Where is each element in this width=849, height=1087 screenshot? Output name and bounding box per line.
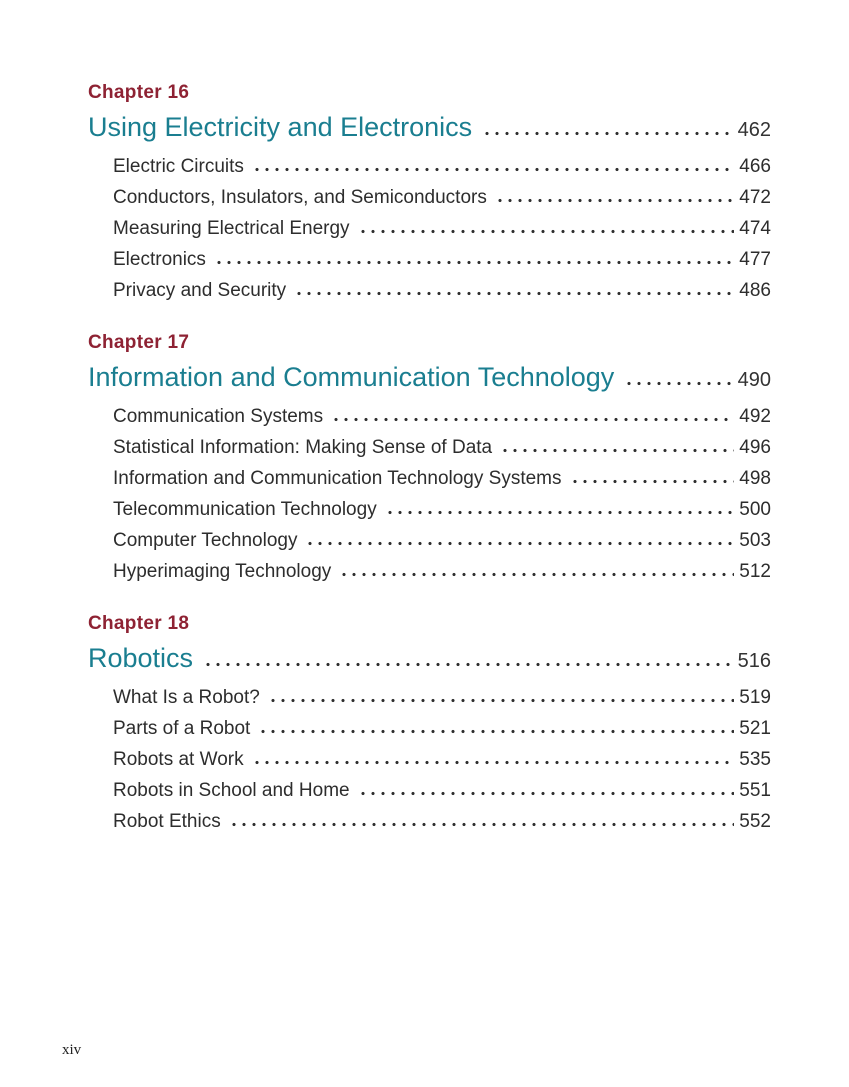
section-title: Statistical Information: Making Sense of… [113,437,493,458]
section-page-number: 477 [739,249,771,270]
dot-leader [258,729,735,734]
section-row: Robots at Work 535 [113,748,771,771]
chapter-title-row: Robotics 516 [88,642,771,674]
section-title: Robots at Work [113,749,244,770]
section-title: Parts of a Robot [113,718,251,739]
dot-leader [228,822,735,827]
section-row: Statistical Information: Making Sense of… [113,436,771,459]
chapter-block-17: Chapter 17 Information and Communication… [88,332,771,583]
dot-leader [331,417,735,422]
chapter-block-16: Chapter 16 Using Electricity and Electro… [88,82,771,302]
chapter-label: Chapter 16 [88,82,190,103]
section-page-number: 519 [739,687,771,708]
dot-leader [251,760,735,765]
section-page-number: 551 [739,780,771,801]
dot-leader [482,131,732,136]
dot-leader [357,791,735,796]
section-row: Parts of a Robot 521 [113,717,771,740]
section-row: Robots in School and Home 551 [113,779,771,802]
chapter-label: Chapter 17 [88,332,190,353]
chapter-title: Information and Communication Technology [88,362,615,392]
section-list: Electric Circuits 466 Conductors, Insula… [88,155,771,302]
section-list: Communication Systems 492 Statistical In… [88,405,771,583]
section-page-number: 498 [739,468,771,489]
section-page-number: 492 [739,406,771,427]
section-title: Telecommunication Technology [113,499,377,520]
chapter-title: Robotics [88,643,194,673]
section-title: Electronics [113,249,206,270]
dot-leader [357,229,735,234]
section-title: Conductors, Insulators, and Semiconducto… [113,187,487,208]
chapter-page-number: 462 [737,119,771,141]
dot-leader [624,381,732,386]
section-page-number: 474 [739,218,771,239]
section-page-number: 535 [739,749,771,770]
dot-leader [213,260,735,265]
section-title: Electric Circuits [113,156,244,177]
section-title: Hyperimaging Technology [113,561,332,582]
folio-page-number: xiv [62,1042,82,1058]
section-title: Robots in School and Home [113,780,350,801]
section-row: Privacy and Security 486 [113,279,771,302]
section-title: Measuring Electrical Energy [113,218,350,239]
section-row: Telecommunication Technology 500 [113,498,771,521]
dot-leader [339,572,735,577]
section-row: Conductors, Insulators, and Semiconducto… [113,186,771,209]
section-page-number: 500 [739,499,771,520]
dot-leader [494,198,735,203]
section-page-number: 496 [739,437,771,458]
section-row: Communication Systems 492 [113,405,771,428]
section-page-number: 472 [739,187,771,208]
section-page-number: 466 [739,156,771,177]
dot-leader [251,167,735,172]
section-row: What Is a Robot? 519 [113,686,771,709]
section-page-number: 512 [739,561,771,582]
dot-leader [267,698,735,703]
chapter-page-number: 490 [737,369,771,391]
chapter-title-row: Using Electricity and Electronics 462 [88,111,771,143]
section-row: Robot Ethics 552 [113,810,771,833]
dot-leader [384,510,735,515]
section-page-number: 521 [739,718,771,739]
chapter-label: Chapter 18 [88,613,190,634]
section-list: What Is a Robot? 519 Parts of a Robot 52… [88,686,771,833]
chapter-title: Using Electricity and Electronics [88,112,473,142]
section-title: Information and Communication Technology… [113,468,562,489]
section-title: Robot Ethics [113,811,221,832]
section-title: Computer Technology [113,530,298,551]
section-title: Communication Systems [113,406,324,427]
toc-content: Chapter 16 Using Electricity and Electro… [88,82,771,863]
section-row: Hyperimaging Technology 512 [113,560,771,583]
section-row: Computer Technology 503 [113,529,771,552]
dot-leader [569,479,735,484]
section-title: Privacy and Security [113,280,287,301]
section-page-number: 503 [739,530,771,551]
dot-leader [500,448,735,453]
dot-leader [294,291,735,296]
dot-leader [305,541,735,546]
section-title: What Is a Robot? [113,687,260,708]
section-row: Measuring Electrical Energy 474 [113,217,771,240]
section-row: Electronics 477 [113,248,771,271]
chapter-block-18: Chapter 18 Robotics 516 What Is a Robot?… [88,613,771,833]
chapter-page-number: 516 [737,650,771,672]
dot-leader [203,662,732,667]
section-row: Information and Communication Technology… [113,467,771,490]
chapter-title-row: Information and Communication Technology… [88,361,771,393]
section-page-number: 486 [739,280,771,301]
section-page-number: 552 [739,811,771,832]
section-row: Electric Circuits 466 [113,155,771,178]
